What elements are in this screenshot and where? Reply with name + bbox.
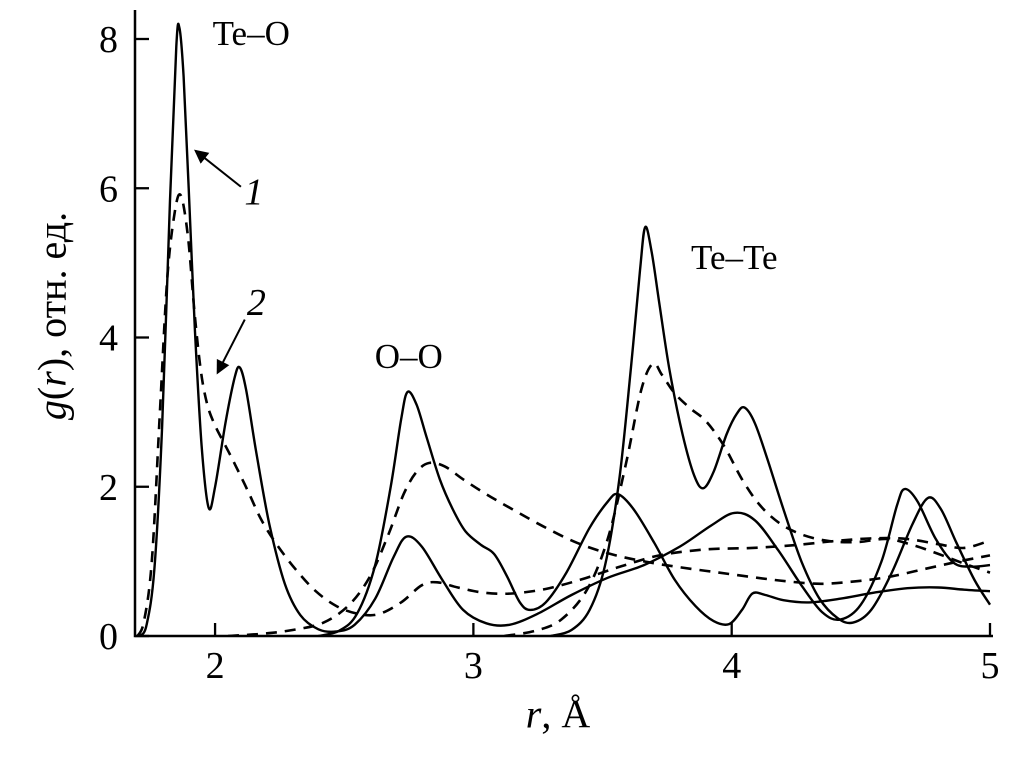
annotation-arrow-2 <box>216 319 246 375</box>
series-o-o-curve-2-dashed <box>227 461 991 636</box>
y-axis-open-paren: ( <box>29 386 75 401</box>
annotation-te-te: Te–Te <box>691 238 777 277</box>
y-tick-label-6: 6 <box>99 168 118 210</box>
x-tick-label-2: 2 <box>206 645 225 687</box>
y-axis-label: g(r), отн. ед. <box>29 212 76 420</box>
x-axis-variable: r <box>525 691 542 737</box>
annotation-arrow-1 <box>194 149 242 188</box>
series-o-o-curve-1-solid <box>318 390 991 636</box>
y-axis-variable: r <box>29 371 75 387</box>
y-axis-units: ), отн. ед. <box>29 211 75 372</box>
x-tick-label-4: 4 <box>722 645 741 687</box>
x-axis-units: , Å <box>541 691 591 737</box>
y-tick-label-4: 4 <box>99 318 118 360</box>
y-tick-label-2: 2 <box>99 467 118 509</box>
y-tick-label-8: 8 <box>99 19 118 61</box>
x-tick-label-5: 5 <box>981 645 1000 687</box>
y-tick-label-0: 0 <box>99 616 118 658</box>
series-te-te-curve-2-dashed <box>504 361 991 636</box>
series-te-o-curve-2-dashed <box>136 193 991 636</box>
annotation-o-o: O–O <box>375 337 443 376</box>
annotation-te-o: Te–O <box>213 14 290 53</box>
x-axis-label: r, Å <box>526 691 590 738</box>
series-te-o-curve-1-solid <box>139 22 991 636</box>
x-tick-label-3: 3 <box>464 645 483 687</box>
annotation-2: 2 <box>247 282 266 324</box>
annotation-1: 1 <box>244 172 263 214</box>
series-te-te-curve-1-solid <box>550 225 992 636</box>
y-axis-function-symbol: g <box>29 400 75 421</box>
